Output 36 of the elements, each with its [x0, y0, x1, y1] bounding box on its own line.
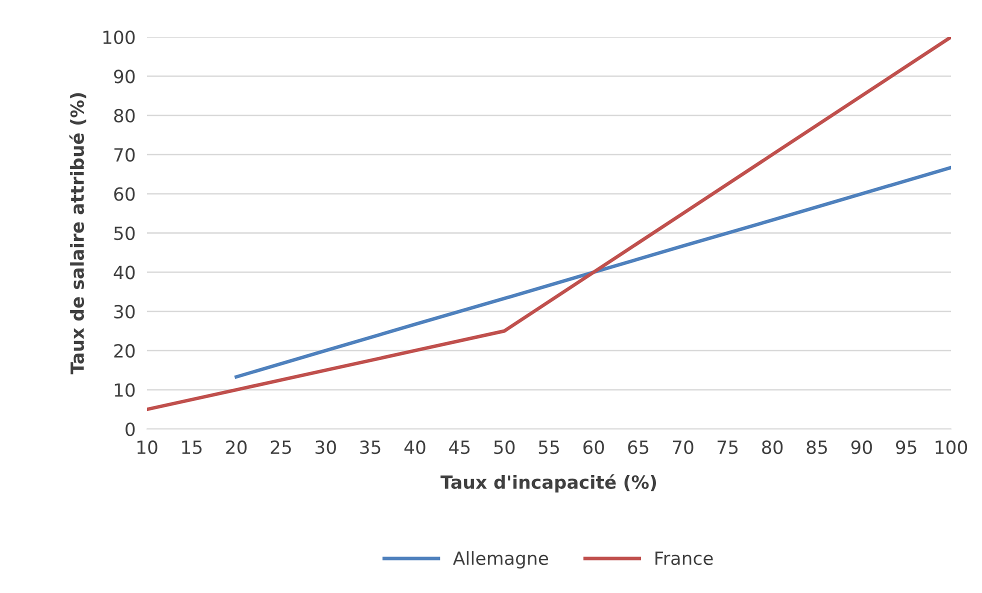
- y-tick-label: 20: [114, 344, 135, 358]
- x-tick-label: 65: [628, 440, 648, 454]
- x-tick-label: 90: [851, 440, 872, 454]
- y-tick-label: 10: [114, 383, 135, 397]
- y-axis-title: Taux de salaire attribué (%): [69, 93, 86, 374]
- y-tick-label: 50: [114, 226, 135, 240]
- x-tick-label: 25: [270, 440, 291, 454]
- x-tick-label: 30: [316, 440, 336, 454]
- x-tick-label: 15: [182, 440, 202, 454]
- legend-label: Allemagne: [452, 551, 548, 569]
- x-tick-label: 10: [137, 440, 158, 454]
- y-tick-label: 100: [103, 30, 135, 44]
- x-tick-label: 35: [360, 440, 380, 454]
- x-tick-label: 60: [583, 440, 604, 454]
- x-tick-label: 40: [404, 440, 426, 454]
- x-tick-label: 100: [936, 440, 968, 454]
- y-tick-label: 30: [114, 304, 135, 319]
- x-tick-label: 80: [762, 440, 783, 454]
- y-tick-label: 60: [114, 187, 135, 201]
- x-tick-label: 85: [806, 440, 827, 454]
- x-tick-label: 95: [896, 440, 916, 454]
- x-axis-title: Taux d'incapacité (%): [440, 474, 656, 492]
- legend-label: France: [655, 552, 713, 566]
- y-tick-label: 80: [114, 108, 135, 123]
- line-series: [234, 166, 951, 379]
- y-tick-label: 70: [114, 148, 135, 162]
- x-tick-label: 45: [449, 440, 470, 454]
- y-tick-label: 40: [114, 266, 135, 280]
- x-tick-label: 70: [672, 440, 694, 454]
- x-tick-label: 75: [718, 440, 738, 454]
- line-series: [147, 37, 951, 412]
- y-tick-label: 0: [126, 422, 135, 436]
- y-tick-label: 90: [114, 70, 135, 84]
- x-tick-label: 50: [494, 440, 515, 454]
- x-tick-label: 20: [226, 440, 247, 454]
- x-tick-label: 55: [538, 440, 559, 454]
